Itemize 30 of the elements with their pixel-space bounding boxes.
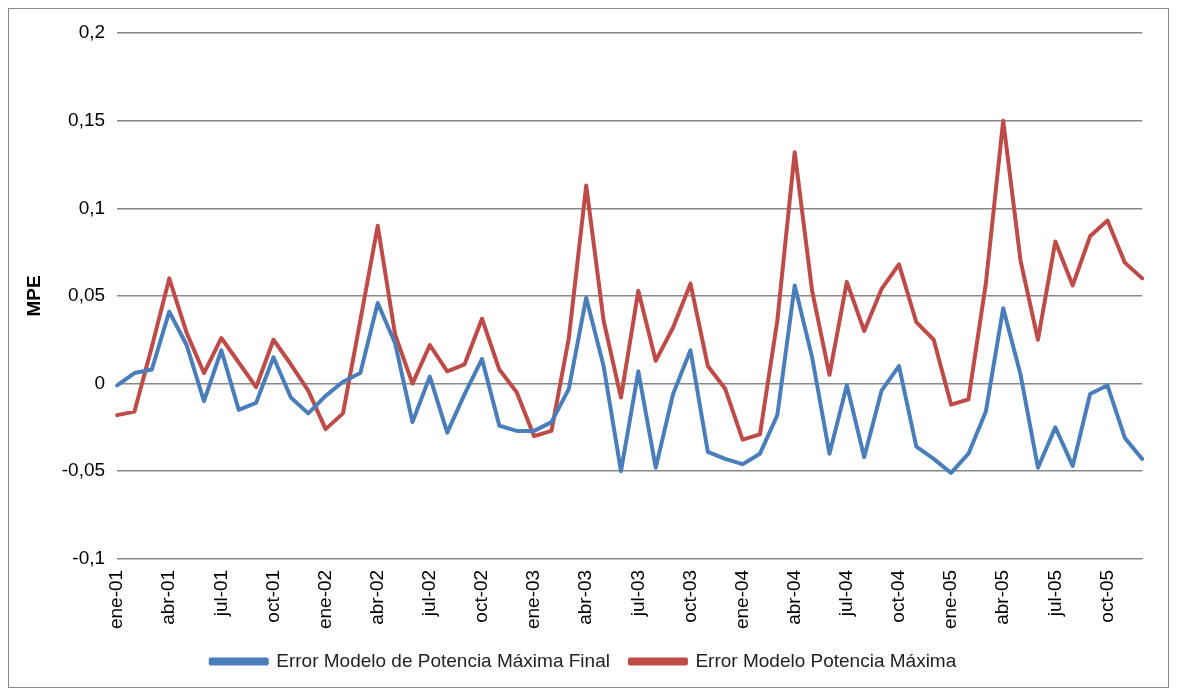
x-tick-label: oct-03 xyxy=(678,569,700,623)
x-tick-label: oct-05 xyxy=(1095,569,1117,623)
x-tick-label: jul-03 xyxy=(626,569,648,618)
y-tick-label: 0,15 xyxy=(68,108,106,130)
y-tick-label: 0,2 xyxy=(78,21,106,43)
x-tick-label: ene-04 xyxy=(730,569,752,630)
y-tick-label: 0,05 xyxy=(68,284,106,306)
x-tick-label: ene-02 xyxy=(313,569,335,630)
y-tick-label: 0,1 xyxy=(78,196,106,218)
x-tick-label: oct-01 xyxy=(261,569,283,623)
x-tick-label: jul-01 xyxy=(209,569,231,618)
x-tick-label: jul-02 xyxy=(418,569,440,618)
x-tick-label: ene-05 xyxy=(939,569,961,630)
legend-label: Error Modelo de Potencia Máxima Final xyxy=(276,649,610,671)
y-axis-title: MPE xyxy=(22,275,44,317)
x-tick-label: oct-02 xyxy=(470,569,492,623)
y-tick-label: 0 xyxy=(94,371,106,393)
y-tick-label: -0,1 xyxy=(72,547,106,569)
x-tick-label: ene-01 xyxy=(105,569,127,630)
legend-label: Error Modelo Potencia Máxima xyxy=(695,649,957,671)
x-tick-label: abr-04 xyxy=(782,569,804,625)
x-tick-label: jul-04 xyxy=(835,569,857,618)
x-tick-label: jul-05 xyxy=(1043,569,1065,618)
x-tick-label: abr-05 xyxy=(991,569,1013,625)
x-tick-label: ene-03 xyxy=(522,569,544,630)
y-tick-label: -0,05 xyxy=(61,459,106,481)
x-tick-label: abr-03 xyxy=(574,569,596,625)
x-tick-label: abr-02 xyxy=(365,569,387,625)
x-tick-label: abr-01 xyxy=(157,569,179,625)
x-tick-label: oct-04 xyxy=(887,569,909,623)
